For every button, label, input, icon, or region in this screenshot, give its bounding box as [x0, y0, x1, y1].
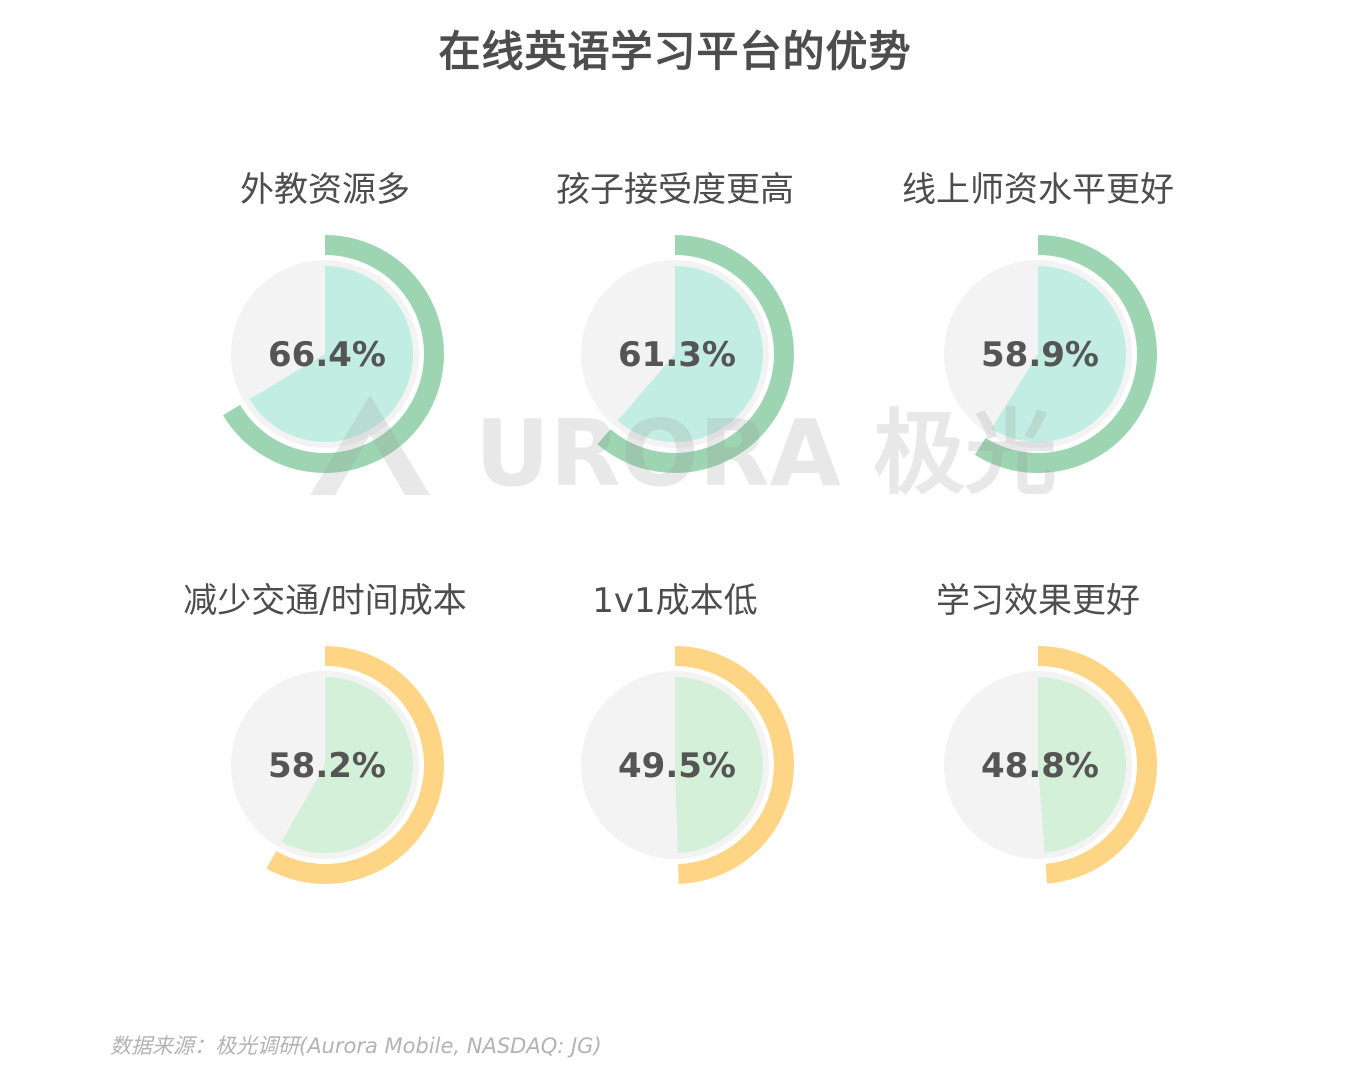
- pie-slice: [249, 266, 413, 443]
- pie-outer-ring: [266, 646, 444, 885]
- pie-slice: [1038, 677, 1127, 853]
- pie-outer-ring: [1038, 646, 1158, 884]
- pie-value-label: 49.5%: [618, 746, 736, 786]
- pie-category-label: 1v1成本低: [592, 581, 757, 621]
- pie-value-label: 58.9%: [981, 335, 1099, 375]
- pie-item: 1v1成本低 49.5%: [581, 581, 794, 884]
- pie-outer-ring: [597, 235, 794, 474]
- pie-outer-ring: [675, 646, 794, 884]
- pie-item: 外教资源多 66.4%: [222, 170, 444, 473]
- pie-outer-ring: [974, 235, 1157, 473]
- pie-slice: [675, 677, 764, 853]
- pie-value-label: 61.3%: [618, 335, 736, 375]
- pie-value-label: 66.4%: [268, 335, 386, 375]
- pie-category-label: 孩子接受度更高: [556, 170, 794, 210]
- pie-slice: [991, 266, 1126, 442]
- pie-category-label: 线上师资水平更好: [902, 170, 1174, 210]
- pie-slice: [281, 677, 413, 853]
- pie-category-label: 减少交通/时间成本: [183, 581, 466, 621]
- source-note: 数据来源：极光调研(Aurora Mobile, NASDAQ: JG): [110, 1034, 602, 1058]
- pie-category-label: 外教资源多: [240, 170, 410, 210]
- pie-slice: [617, 266, 763, 442]
- pie-value-label: 48.8%: [981, 746, 1099, 786]
- pie-item: 减少交通/时间成本 58.2%: [183, 581, 467, 885]
- pie-item: 学习效果更好 48.8%: [936, 581, 1158, 884]
- pie-value-label: 58.2%: [268, 746, 386, 786]
- pie-category-label: 学习效果更好: [936, 581, 1140, 621]
- pie-item: 孩子接受度更高 61.3%: [556, 170, 794, 474]
- pie-item: 线上师资水平更好 58.9%: [902, 170, 1174, 473]
- page-title: 在线英语学习平台的优势: [438, 27, 912, 76]
